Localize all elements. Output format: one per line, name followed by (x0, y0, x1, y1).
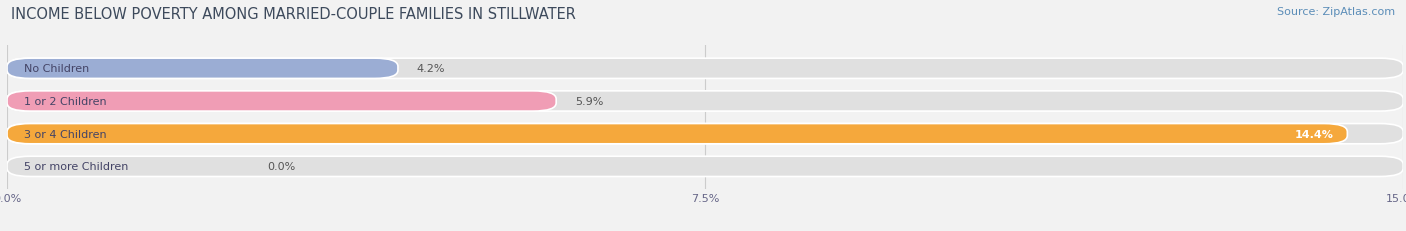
FancyBboxPatch shape (7, 91, 1403, 112)
FancyBboxPatch shape (7, 59, 398, 79)
FancyBboxPatch shape (7, 59, 1403, 79)
Text: 0.0%: 0.0% (267, 162, 295, 172)
Text: INCOME BELOW POVERTY AMONG MARRIED-COUPLE FAMILIES IN STILLWATER: INCOME BELOW POVERTY AMONG MARRIED-COUPL… (11, 7, 576, 22)
Text: 4.2%: 4.2% (416, 64, 446, 74)
Text: 5.9%: 5.9% (575, 97, 603, 106)
FancyBboxPatch shape (7, 124, 1347, 144)
Text: 3 or 4 Children: 3 or 4 Children (24, 129, 107, 139)
Text: 5 or more Children: 5 or more Children (24, 162, 128, 172)
FancyBboxPatch shape (7, 91, 557, 112)
Text: No Children: No Children (24, 64, 89, 74)
FancyBboxPatch shape (7, 157, 1403, 177)
Text: 14.4%: 14.4% (1295, 129, 1333, 139)
FancyBboxPatch shape (7, 124, 1403, 144)
Text: Source: ZipAtlas.com: Source: ZipAtlas.com (1277, 7, 1395, 17)
Text: 1 or 2 Children: 1 or 2 Children (24, 97, 107, 106)
